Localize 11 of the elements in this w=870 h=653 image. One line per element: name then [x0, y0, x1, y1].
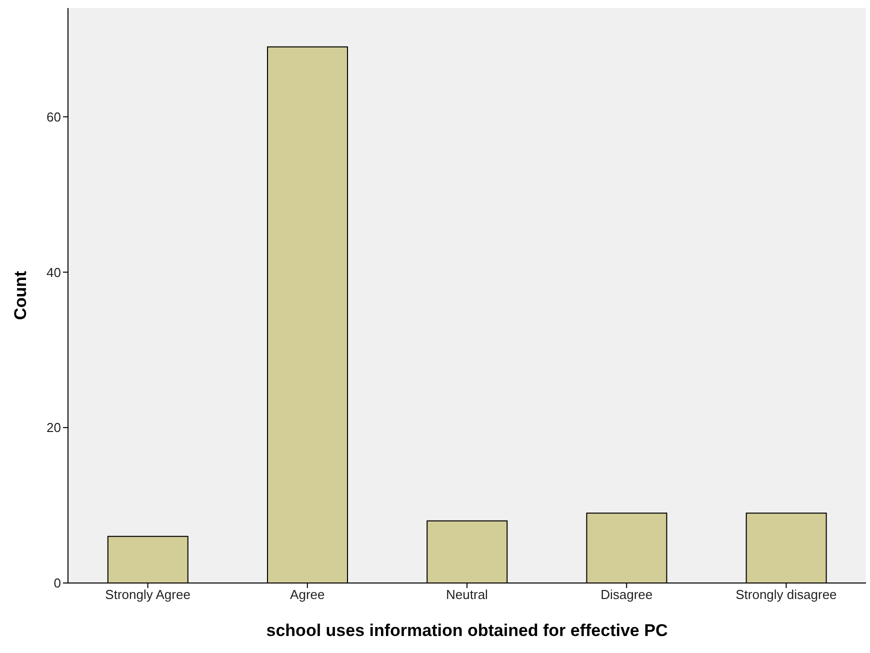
y-tick-label: 40: [46, 264, 61, 280]
y-tick-label: 0: [54, 576, 61, 591]
x-tick-label: Disagree: [600, 587, 653, 602]
y-tick-label: 20: [46, 420, 61, 436]
y-tick-label: 60: [46, 109, 61, 124]
x-tick-label: Strongly disagree: [736, 587, 837, 602]
x-tick-label: Strongly Agree: [105, 587, 190, 602]
y-axis-title: Count: [11, 270, 30, 320]
x-tick-label: Neutral: [446, 587, 488, 602]
x-tick-label: Agree: [290, 587, 325, 602]
x-axis-title: school uses information obtained for effective PC: [266, 621, 668, 640]
